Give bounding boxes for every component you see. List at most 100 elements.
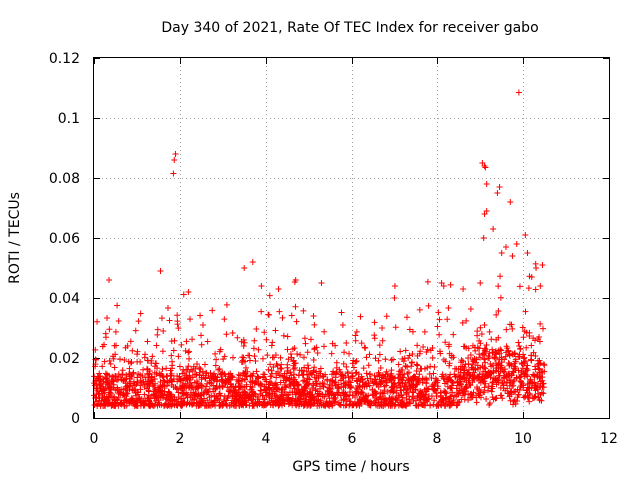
roti-point — [322, 371, 329, 378]
roti-point — [427, 363, 434, 370]
roti-point — [497, 294, 504, 301]
roti-point — [388, 399, 395, 406]
roti-point — [477, 354, 484, 361]
roti-point — [481, 321, 488, 328]
roti-point — [174, 312, 181, 319]
roti-point — [501, 356, 508, 363]
roti-point — [399, 394, 406, 401]
roti-point — [98, 398, 105, 405]
roti-point — [518, 369, 525, 376]
roti-point — [476, 345, 483, 352]
roti-point — [147, 377, 154, 384]
roti-point — [117, 356, 124, 363]
roti-point — [220, 396, 227, 403]
roti-point — [503, 343, 510, 350]
roti-point — [129, 370, 136, 377]
roti-point — [112, 328, 119, 335]
roti-point — [106, 277, 113, 283]
roti-point — [375, 369, 382, 376]
roti-point — [157, 268, 164, 274]
roti-point — [482, 164, 489, 171]
roti-point — [223, 402, 230, 409]
roti-point — [424, 278, 431, 285]
roti-point — [352, 369, 359, 376]
roti-point — [524, 394, 531, 401]
roti-point — [180, 377, 187, 384]
roti-point — [526, 273, 533, 280]
roti-point — [480, 235, 487, 241]
roti-point — [164, 305, 171, 312]
roti-point — [423, 375, 430, 382]
roti-point — [129, 387, 136, 394]
roti-point — [406, 393, 413, 400]
roti-point — [386, 395, 393, 402]
roti-point — [289, 389, 296, 396]
roti-point — [271, 382, 278, 389]
roti-point — [329, 371, 335, 378]
roti-point — [440, 356, 447, 363]
roti-point — [379, 337, 386, 344]
roti-point — [229, 373, 236, 380]
roti-point — [304, 349, 311, 356]
roti-point — [522, 308, 529, 315]
roti-point — [453, 385, 460, 392]
roti-point — [489, 394, 496, 401]
roti-point — [208, 392, 215, 399]
roti-point — [410, 389, 417, 396]
roti-point — [377, 365, 384, 372]
roti-point — [473, 356, 480, 363]
roti-point — [235, 380, 242, 387]
roti-point — [384, 400, 391, 407]
roti-point — [285, 356, 292, 363]
roti-point — [528, 357, 535, 364]
roti-point — [280, 332, 287, 339]
roti-point — [509, 325, 516, 332]
roti-point — [106, 357, 113, 364]
roti-point — [326, 399, 333, 406]
roti-point — [343, 339, 350, 346]
roti-point — [352, 332, 359, 339]
roti-point — [423, 349, 430, 356]
roti-point — [123, 391, 130, 398]
y-tick-label: 0.02 — [49, 351, 80, 367]
roti-point — [193, 378, 200, 385]
roti-point — [310, 367, 317, 374]
roti-point — [406, 385, 413, 392]
roti-point — [478, 375, 485, 382]
roti-point — [498, 250, 505, 256]
roti-point — [158, 392, 165, 399]
roti-point — [130, 399, 137, 406]
roti-point — [346, 385, 353, 392]
roti-point — [248, 386, 255, 393]
roti-point — [260, 371, 267, 378]
roti-point — [493, 311, 500, 318]
roti-point — [424, 364, 431, 371]
roti-point — [239, 359, 246, 366]
roti-point — [515, 339, 522, 346]
roti-point — [450, 399, 457, 406]
roti-point — [167, 391, 174, 398]
roti-point — [201, 361, 208, 368]
roti-point — [255, 346, 262, 353]
roti-point — [284, 333, 291, 340]
roti-point — [362, 393, 369, 400]
roti-point — [208, 398, 215, 405]
roti-point — [152, 401, 159, 408]
roti-point — [338, 309, 345, 316]
roti-point — [107, 390, 114, 397]
roti-point — [474, 374, 481, 381]
roti-point — [483, 181, 490, 187]
roti-point — [197, 312, 204, 319]
roti-point — [301, 383, 308, 390]
roti-point — [532, 286, 539, 293]
roti-point — [237, 372, 244, 379]
roti-point — [450, 354, 457, 361]
roti-point — [460, 388, 467, 395]
roti-point — [350, 357, 357, 364]
roti-point — [369, 378, 376, 385]
roti-point — [532, 384, 539, 391]
roti-point — [222, 380, 229, 387]
roti-point — [210, 382, 217, 389]
roti-point — [250, 370, 257, 377]
roti-point — [376, 394, 383, 401]
